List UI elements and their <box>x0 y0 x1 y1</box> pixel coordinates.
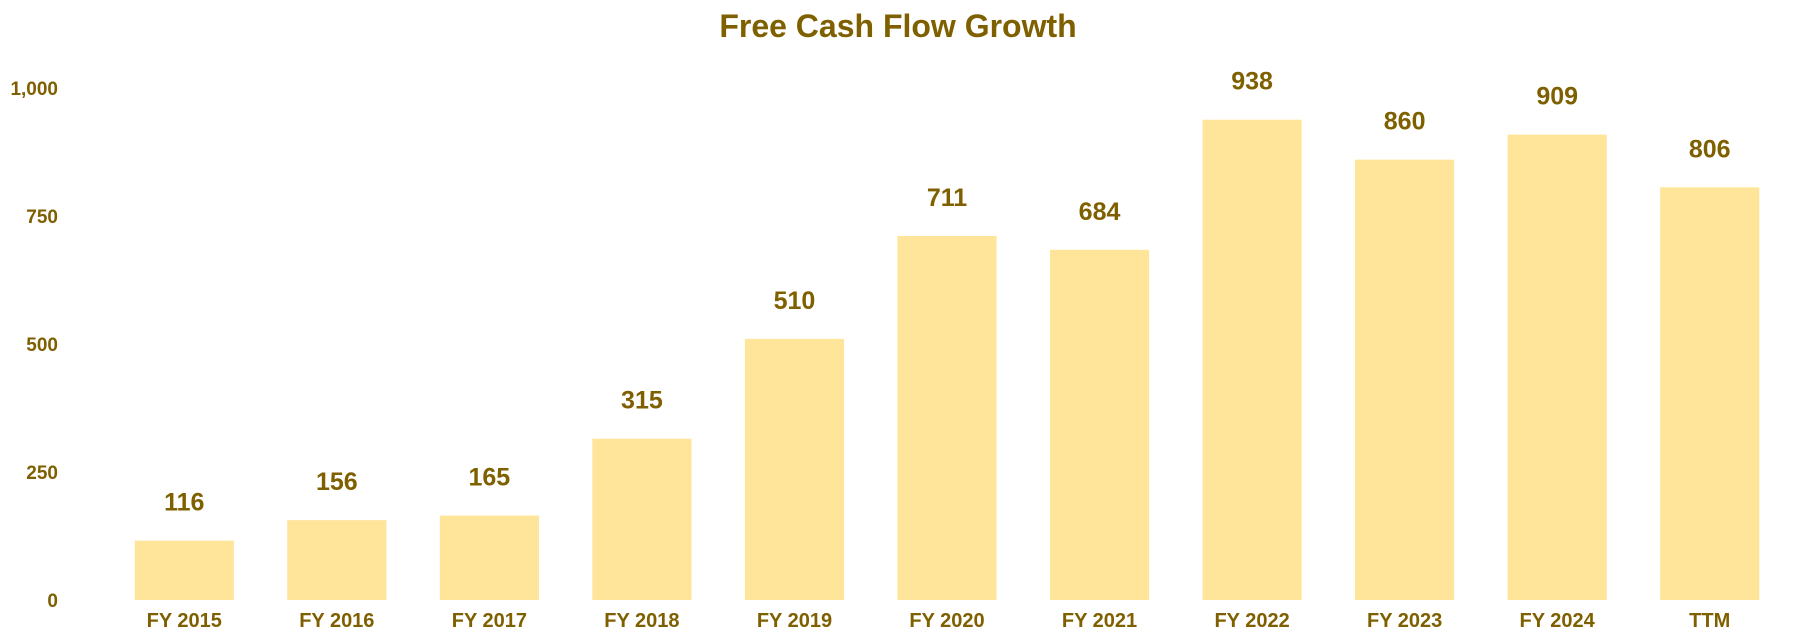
bar <box>1049 249 1150 601</box>
data-label: 860 <box>1384 108 1426 136</box>
bar <box>1660 187 1760 600</box>
x-tick-label: FY 2024 <box>1520 610 1596 632</box>
bar <box>287 520 387 600</box>
data-label: 156 <box>316 468 358 496</box>
x-tick-label: FY 2023 <box>1367 610 1442 632</box>
x-tick-label: FY 2017 <box>452 610 527 632</box>
bar <box>1507 134 1607 601</box>
x-tick-label: FY 2015 <box>147 610 222 632</box>
x-tick-label: FY 2019 <box>757 610 832 632</box>
y-tick-label: 500 <box>26 335 58 356</box>
x-tick-label: FY 2022 <box>1214 610 1289 632</box>
bar <box>1355 159 1455 600</box>
bar <box>592 438 692 600</box>
data-label: 711 <box>927 184 967 212</box>
bar <box>744 338 845 600</box>
data-label: 165 <box>469 464 511 492</box>
y-tick-label: 1,000 <box>10 79 58 100</box>
bar <box>1202 119 1302 600</box>
data-label: 938 <box>1231 68 1273 96</box>
bar <box>897 235 997 600</box>
data-label: 909 <box>1536 83 1578 111</box>
y-tick-label: 750 <box>26 207 58 228</box>
y-tick-label: 250 <box>26 463 58 484</box>
bar <box>134 540 234 600</box>
x-tick-label: FY 2021 <box>1062 610 1137 632</box>
data-label: 806 <box>1689 135 1731 163</box>
x-tick-label: FY 2018 <box>604 610 679 632</box>
data-label: 315 <box>621 387 663 415</box>
data-label: 684 <box>1079 198 1121 226</box>
y-tick-label: 0 <box>47 591 58 612</box>
x-tick-label: TTM <box>1689 610 1730 632</box>
bar <box>439 515 539 600</box>
x-tick-label: FY 2016 <box>299 610 374 632</box>
data-label: 510 <box>774 287 816 315</box>
data-label: 116 <box>164 489 204 517</box>
x-tick-label: FY 2020 <box>909 610 984 632</box>
chart-title: Free Cash Flow Growth <box>719 8 1077 44</box>
